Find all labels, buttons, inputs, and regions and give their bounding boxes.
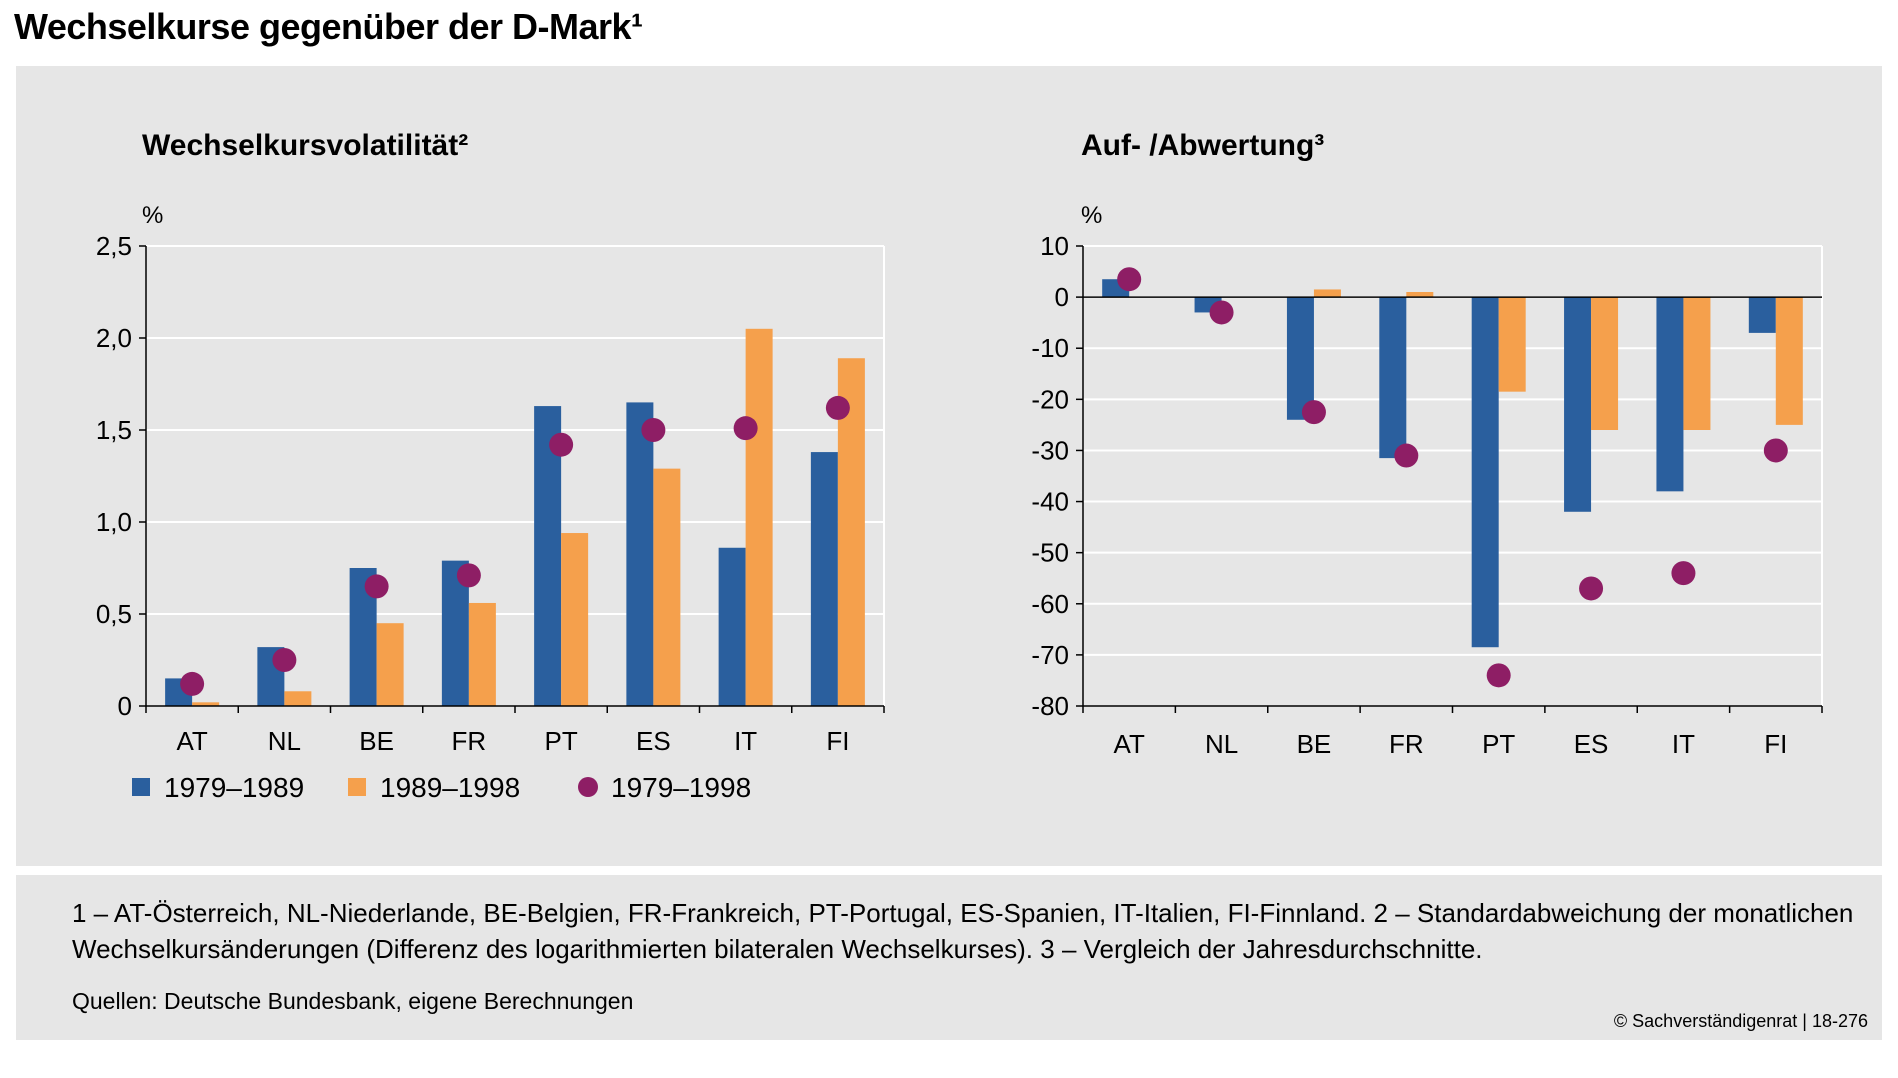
chart1-bar-2-pt xyxy=(561,533,589,706)
charts-svg: Wechselkursvolatilität²% 0 0,5 1,0 1,5 2,0 2,5… xyxy=(96,129,1823,803)
chart1-bar-1-pt xyxy=(534,406,562,706)
chart1-category-label: ES xyxy=(636,726,671,756)
chart2-bar-1-it xyxy=(1656,297,1684,492)
chart1-bar-2-at xyxy=(192,702,220,706)
chart-panel: Wechselkursvolatilität²% 0 0,5 1,0 1,5 2,0 2,5… xyxy=(16,66,1882,866)
chart2-dot-es xyxy=(1579,576,1604,601)
chart2-ytick-label: -30 xyxy=(1031,435,1069,465)
chart2-bar-2-pt xyxy=(1498,297,1526,392)
chart1-ytick-label: 2,5 xyxy=(96,231,132,261)
chart1-dot-it xyxy=(733,416,758,441)
legend-label-1: 1979–1989 xyxy=(164,772,304,803)
chart1-category-label: AT xyxy=(176,726,207,756)
chart2-bar-1-es xyxy=(1564,297,1592,512)
chart1-category-label: FR xyxy=(452,726,487,756)
chart2-dot-fr xyxy=(1394,443,1419,468)
chart1-bar-1-fi xyxy=(810,452,838,706)
chart2-ytick-label: -60 xyxy=(1031,589,1069,619)
legend-swatch-1 xyxy=(132,778,150,796)
chart2-bar-1-fr xyxy=(1379,297,1407,459)
chart1-dot-be xyxy=(364,574,389,599)
chart2-ytick-label: -50 xyxy=(1031,538,1069,568)
chart1-category-label: PT xyxy=(545,726,578,756)
chart1-dot-at xyxy=(180,671,205,696)
chart1-ytick-label: 1,5 xyxy=(96,415,132,445)
chart1-ytick-label: 2,0 xyxy=(96,323,132,353)
chart2-ytick-label: -10 xyxy=(1031,333,1069,363)
chart2-bar-2-be xyxy=(1313,289,1341,298)
chart1-bar-1-es xyxy=(626,402,654,706)
legend-swatch-3 xyxy=(578,777,598,797)
chart2-bar-2-it xyxy=(1683,297,1711,430)
chart2-category-label: BE xyxy=(1297,729,1332,759)
chart1-dot-nl xyxy=(272,648,297,672)
chart1-bar-2-es xyxy=(653,468,681,706)
chart2-category-label: FI xyxy=(1764,729,1787,759)
chart2-dot-at xyxy=(1117,267,1142,292)
chart2-dot-pt xyxy=(1486,663,1511,688)
chart1-bar-2-nl xyxy=(284,691,312,706)
chart1-bar-1-it xyxy=(718,547,746,706)
chart1-ytick-label: 0 xyxy=(118,691,132,721)
chart1-bar-2-be xyxy=(376,623,404,706)
chart2-dot-fi xyxy=(1763,438,1788,463)
chart1-category-label: BE xyxy=(359,726,394,756)
legend-label-3: 1979–1998 xyxy=(611,772,751,803)
chart2-dot-nl xyxy=(1209,300,1234,325)
chart2-unit-label: % xyxy=(1081,202,1102,229)
notes-panel: 1 – AT-Österreich, NL-Niederlande, BE-Be… xyxy=(16,875,1882,1040)
chart1-category-label: FI xyxy=(826,726,849,756)
chart2-bar-2-fi xyxy=(1775,297,1803,425)
chart2-ytick-label: 10 xyxy=(1040,231,1069,261)
chart1-category-label: NL xyxy=(268,726,301,756)
chart2-bar-2-fr xyxy=(1406,292,1434,298)
chart2-bar-2-es xyxy=(1591,297,1619,430)
chart1-dot-pt xyxy=(549,432,574,457)
chart2-bar-1-be xyxy=(1286,297,1314,420)
chart2-dot-it xyxy=(1671,561,1696,586)
chart1-dot-es xyxy=(641,418,666,442)
chart1-ytick-label: 1,0 xyxy=(96,507,132,537)
legend-swatch-2 xyxy=(348,778,366,796)
chart2-category-label: AT xyxy=(1114,729,1145,759)
chart2-category-label: ES xyxy=(1574,729,1609,759)
chart2-bar-1-pt xyxy=(1471,297,1499,648)
chart1-ytick-label: 0,5 xyxy=(96,599,132,629)
chart2-category-label: NL xyxy=(1205,729,1238,759)
chart2-ytick-label: -70 xyxy=(1031,640,1069,670)
chart1-title: Wechselkursvolatilität² xyxy=(142,129,468,162)
chart1-unit-label: % xyxy=(142,202,163,229)
page-title: Wechselkurse gegenüber der D-Mark¹ xyxy=(14,6,643,47)
chart1-dot-fr xyxy=(456,563,481,588)
chart1-dot-fi xyxy=(825,395,850,420)
sources-text: Quellen: Deutsche Bundesbank, eigene Ber… xyxy=(72,988,634,1014)
copyright-text: © Sachverständigenrat | 18-276 xyxy=(1613,1011,1868,1031)
legend-label-2: 1989–1998 xyxy=(380,772,520,803)
chart1-category-label: IT xyxy=(734,726,757,756)
chart2-dot-be xyxy=(1301,400,1326,425)
chart1-bar-2-fr xyxy=(468,602,496,706)
chart2-ytick-label: -40 xyxy=(1031,487,1069,517)
chart2-category-label: IT xyxy=(1672,729,1695,759)
chart2-ytick-label: 0 xyxy=(1055,282,1069,312)
chart2-ytick-label: -20 xyxy=(1031,384,1069,414)
chart2-bar-1-fi xyxy=(1748,297,1776,333)
chart2-title: Auf- /Abwertung³ xyxy=(1081,129,1324,162)
chart1-bar-2-it xyxy=(745,328,773,706)
chart2-category-label: PT xyxy=(1482,729,1515,759)
footnote-text: 1 – AT-Österreich, NL-Niederlande, BE-Be… xyxy=(72,898,1854,964)
chart2-ytick-label: -80 xyxy=(1031,691,1069,721)
chart2-category-label: FR xyxy=(1389,729,1424,759)
